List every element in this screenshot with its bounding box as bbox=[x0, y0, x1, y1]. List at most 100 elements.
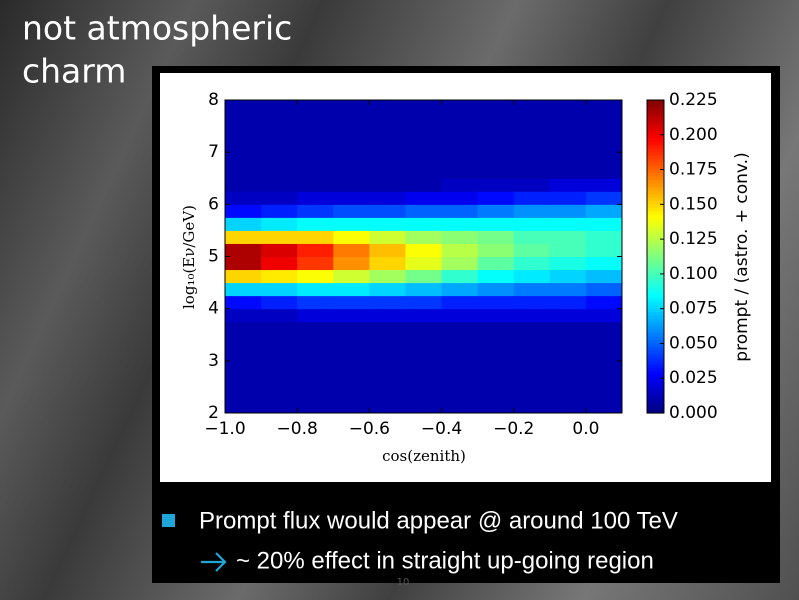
heatmap-cell bbox=[405, 230, 443, 244]
heatmap-cell bbox=[477, 243, 515, 257]
heatmap-cell bbox=[333, 295, 370, 310]
heatmap-cell bbox=[549, 204, 587, 218]
heatmap-cell bbox=[585, 126, 623, 140]
heatmap-cell bbox=[225, 282, 262, 297]
heatmap-cell bbox=[261, 347, 298, 362]
heatmap-cell bbox=[261, 269, 298, 284]
heatmap-cell bbox=[513, 113, 551, 127]
heatmap-cell bbox=[477, 178, 515, 192]
heatmap-cell bbox=[477, 191, 515, 205]
heatmap-cell bbox=[297, 139, 334, 153]
heatmap-cell bbox=[513, 360, 551, 375]
heatmap-cell bbox=[441, 191, 479, 205]
colorbar-cell bbox=[647, 166, 664, 171]
colorbar-cell bbox=[647, 239, 664, 244]
heatmap-cell bbox=[369, 126, 406, 140]
heatmap-cell bbox=[297, 100, 334, 114]
heatmap-cell bbox=[261, 308, 298, 323]
heatmap-cell bbox=[405, 282, 443, 297]
colorbar-cell bbox=[647, 232, 664, 237]
heatmap-cell bbox=[297, 256, 334, 271]
heatmap-cell bbox=[261, 334, 298, 349]
heatmap-cell bbox=[225, 191, 262, 205]
heatmap-cell bbox=[549, 256, 587, 271]
heatmap-cell bbox=[585, 100, 623, 114]
heatmap-cell bbox=[297, 321, 334, 336]
heatmap-cell bbox=[513, 178, 551, 192]
heatmap-cell bbox=[225, 204, 262, 218]
heatmap-cell bbox=[513, 191, 551, 205]
colorbar-cell bbox=[647, 353, 664, 358]
heatmap-cell bbox=[261, 165, 298, 179]
heatmap-cell bbox=[441, 399, 479, 414]
heatmap-cell bbox=[405, 217, 443, 231]
heatmap-cell bbox=[297, 360, 334, 375]
heatmap-cell bbox=[261, 256, 298, 271]
heatmap-cell bbox=[585, 178, 623, 192]
colorbar-cell bbox=[647, 113, 664, 118]
heatmap-cell bbox=[477, 204, 515, 218]
heatmap-cell bbox=[369, 217, 406, 231]
heatmap-cell bbox=[369, 399, 406, 414]
heatmap-cell bbox=[261, 139, 298, 153]
colorbar-cell bbox=[647, 221, 664, 226]
colorbar-label: prompt / (astro. + conv.) bbox=[732, 152, 752, 361]
heatmap-cell bbox=[405, 152, 443, 166]
heatmap-cell bbox=[333, 217, 370, 231]
colorbar-tick-label: 0.050 bbox=[669, 333, 718, 353]
heatmap-cell bbox=[225, 334, 262, 349]
heatmap-cell bbox=[261, 100, 298, 114]
colorbar-cell bbox=[647, 159, 664, 164]
heatmap-cell bbox=[405, 321, 443, 336]
colorbar-cell bbox=[647, 124, 664, 129]
heatmap-cell bbox=[549, 113, 587, 127]
heatmap-cell bbox=[585, 113, 623, 127]
heatmap-cell bbox=[549, 360, 587, 375]
y-tick-label: 2 bbox=[208, 403, 219, 423]
y-axis-label: log₁₀(Eν/GeV) bbox=[180, 205, 198, 309]
heatmap-cell bbox=[441, 126, 479, 140]
heatmap-cell bbox=[369, 373, 406, 388]
heatmap-cell bbox=[297, 165, 334, 179]
colorbar-cell bbox=[647, 266, 664, 272]
heatmap-cell bbox=[225, 399, 262, 414]
heatmap-cell bbox=[369, 204, 406, 218]
heatmap-cell bbox=[369, 100, 406, 114]
heatmap-cell bbox=[477, 282, 515, 297]
heatmap-cell bbox=[477, 399, 515, 414]
heatmap-cell bbox=[405, 386, 443, 401]
colorbar-cell bbox=[647, 162, 664, 167]
colorbar-frame bbox=[646, 99, 665, 414]
heatmap-cell bbox=[369, 282, 406, 297]
colorbar-cell bbox=[647, 214, 664, 219]
heatmap-cell bbox=[477, 256, 515, 271]
heatmap-cell bbox=[513, 100, 551, 114]
heatmap-cell bbox=[441, 334, 479, 349]
colorbar-tick-label: 0.000 bbox=[669, 403, 718, 423]
heatmap-cell bbox=[261, 386, 298, 401]
heatmap-cell bbox=[513, 126, 551, 140]
heatmap-cell bbox=[585, 269, 623, 284]
heatmap-cell bbox=[405, 191, 443, 205]
heatmap-cell bbox=[585, 347, 623, 362]
heatmap-cell bbox=[333, 256, 370, 271]
heatmap-cell bbox=[585, 152, 623, 166]
heatmap-cell bbox=[477, 113, 515, 127]
heatmap-cell bbox=[333, 230, 370, 244]
heatmap-cell bbox=[549, 139, 587, 153]
heatmap-cell bbox=[441, 321, 479, 336]
colorbar-cell bbox=[647, 186, 664, 192]
heatmap-cell bbox=[297, 399, 334, 414]
colorbar-cell bbox=[647, 225, 664, 230]
heatmap-cell bbox=[585, 360, 623, 375]
heatmap-cell bbox=[549, 308, 587, 323]
heatmap-cell bbox=[549, 126, 587, 140]
colorbar-cell bbox=[647, 409, 664, 414]
heatmap-cell bbox=[585, 334, 623, 349]
colorbar-cell bbox=[647, 141, 664, 146]
heatmap-cell bbox=[585, 204, 623, 218]
colorbar-cell bbox=[647, 155, 664, 160]
heatmap-cell bbox=[585, 217, 623, 231]
heatmap-cell bbox=[405, 308, 443, 323]
heatmap-cell bbox=[513, 308, 551, 323]
